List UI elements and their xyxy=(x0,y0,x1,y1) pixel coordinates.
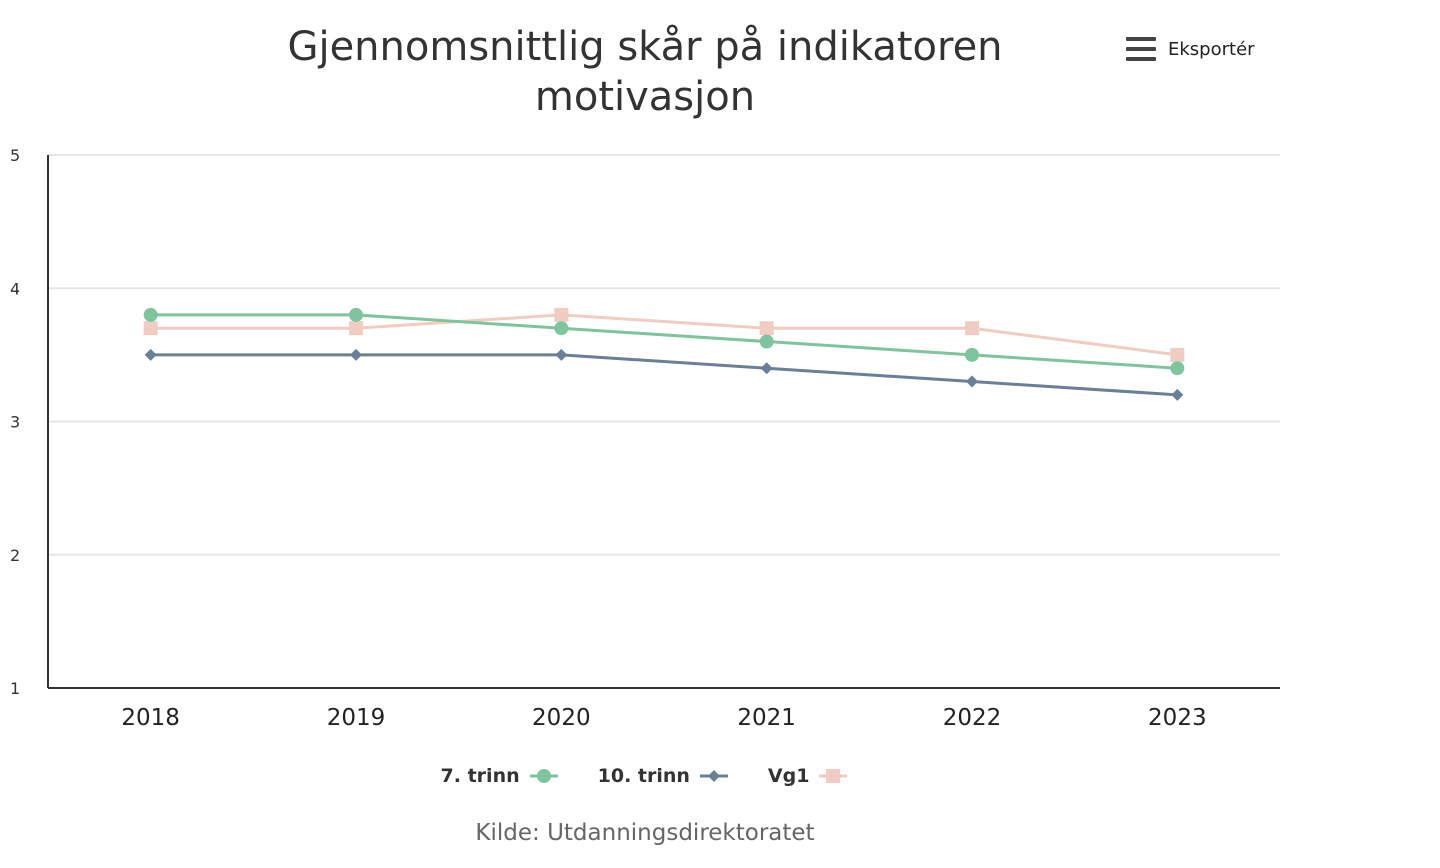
data-point[interactable] xyxy=(1170,347,1185,362)
source-credit: Kilde: Utdanningsdirektoratet xyxy=(475,820,815,846)
legend-marker[interactable] xyxy=(826,769,841,783)
legend-symbol xyxy=(699,770,728,782)
menu-icon xyxy=(1126,37,1156,61)
x-tick-label: 2020 xyxy=(532,705,591,731)
series-vg1 xyxy=(143,307,1185,362)
series-7-trinn xyxy=(143,307,1185,376)
data-point[interactable] xyxy=(759,321,774,336)
export-label: Eksportér xyxy=(1168,38,1255,60)
data-point[interactable] xyxy=(965,347,979,362)
y-tick-label: 4 xyxy=(10,279,20,298)
data-point[interactable] xyxy=(144,348,157,361)
x-tick-label: 2023 xyxy=(1148,705,1207,731)
grid-lines xyxy=(48,154,1280,556)
legend-label: 10. trinn xyxy=(597,765,690,787)
data-point[interactable] xyxy=(965,321,979,336)
tick-labels: 1 2 3 4 5 2018 2019 2020 2021 2022 2023 xyxy=(10,146,1207,731)
data-point[interactable] xyxy=(555,348,568,361)
data-point[interactable] xyxy=(349,307,363,322)
legend-marker[interactable] xyxy=(536,769,551,783)
export-button[interactable]: Eksportér xyxy=(1126,34,1255,64)
data-point[interactable] xyxy=(966,375,978,388)
y-tick-label: 5 xyxy=(10,146,20,165)
legend-label: 7. trinn xyxy=(440,765,520,787)
legend-item[interactable]: 7. trinn xyxy=(441,765,560,787)
y-tick-label: 2 xyxy=(10,546,20,565)
data-point[interactable] xyxy=(1171,388,1184,401)
legend-label: Vg1 xyxy=(767,765,810,787)
x-tick-label: 2022 xyxy=(943,705,1002,731)
y-tick-label: 3 xyxy=(10,413,20,432)
series-line xyxy=(150,353,1178,397)
x-tick-label: 2021 xyxy=(737,705,796,731)
data-point[interactable] xyxy=(760,362,773,375)
series-lines xyxy=(143,307,1185,401)
line-chart: 1 2 3 4 5 2018 2019 2020 2021 2022 2023 xyxy=(10,146,1280,731)
data-point[interactable] xyxy=(759,334,774,349)
data-point[interactable] xyxy=(143,307,158,322)
legend-symbol xyxy=(819,769,848,783)
data-point[interactable] xyxy=(554,321,569,336)
x-tick-label: 2019 xyxy=(327,705,386,731)
legend-item[interactable]: Vg1 xyxy=(768,765,850,787)
data-point[interactable] xyxy=(349,321,363,336)
legend: 7. trinn 10. trinn Vg1 xyxy=(0,765,1290,787)
axes xyxy=(47,155,1280,689)
series-10-trinn xyxy=(144,348,1184,401)
chart-title: Gjennomsnittlig skår på indikatoren moti… xyxy=(287,24,1003,120)
legend-item[interactable]: 10. trinn xyxy=(598,765,730,787)
data-point[interactable] xyxy=(554,307,569,322)
y-tick-label: 1 xyxy=(10,679,20,698)
series-line xyxy=(150,313,1178,357)
data-point[interactable] xyxy=(143,321,158,336)
legend-marker[interactable] xyxy=(707,770,720,782)
data-point[interactable] xyxy=(350,348,362,361)
x-tick-label: 2018 xyxy=(121,705,180,731)
data-point[interactable] xyxy=(1170,361,1185,376)
legend-symbol xyxy=(529,769,558,783)
series-line xyxy=(150,313,1178,370)
